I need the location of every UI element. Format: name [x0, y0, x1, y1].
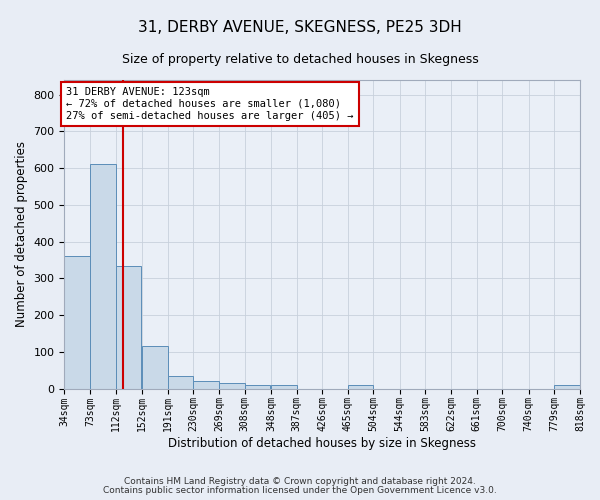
Text: Contains public sector information licensed under the Open Government Licence v3: Contains public sector information licen… — [103, 486, 497, 495]
Bar — [116, 266, 142, 388]
Bar — [271, 385, 296, 388]
Bar — [348, 385, 373, 388]
Bar — [219, 383, 245, 388]
Bar — [167, 376, 193, 388]
Bar — [64, 256, 90, 388]
Bar — [193, 381, 219, 388]
Text: 31, DERBY AVENUE, SKEGNESS, PE25 3DH: 31, DERBY AVENUE, SKEGNESS, PE25 3DH — [138, 20, 462, 35]
Text: Size of property relative to detached houses in Skegness: Size of property relative to detached ho… — [122, 52, 478, 66]
Text: 31 DERBY AVENUE: 123sqm
← 72% of detached houses are smaller (1,080)
27% of semi: 31 DERBY AVENUE: 123sqm ← 72% of detache… — [67, 88, 354, 120]
Y-axis label: Number of detached properties: Number of detached properties — [15, 142, 28, 328]
Text: Contains HM Land Registry data © Crown copyright and database right 2024.: Contains HM Land Registry data © Crown c… — [124, 477, 476, 486]
X-axis label: Distribution of detached houses by size in Skegness: Distribution of detached houses by size … — [168, 437, 476, 450]
Bar — [245, 385, 270, 388]
Bar — [90, 164, 116, 388]
Bar — [142, 346, 167, 389]
Bar — [554, 385, 580, 388]
